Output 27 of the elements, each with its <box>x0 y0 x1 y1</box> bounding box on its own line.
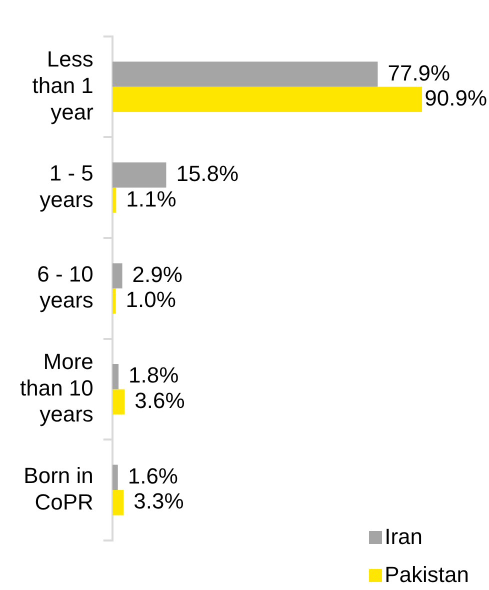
bar <box>112 263 122 288</box>
bar <box>112 288 116 314</box>
y-tick-label: More than 10 years <box>20 348 94 427</box>
data-label: 1.0% <box>126 287 176 312</box>
data-label: 2.9% <box>132 262 182 287</box>
bar <box>112 86 422 112</box>
data-label: 3.3% <box>134 488 184 514</box>
y-tick-label: 6 - 10 years <box>37 261 94 313</box>
data-label: 77.9% <box>388 60 450 86</box>
y-tick-label: 1 - 5 years <box>40 160 94 212</box>
y-tick-label: Less than 1 year <box>32 46 94 124</box>
data-label: 15.8% <box>176 161 239 186</box>
bar <box>112 464 118 490</box>
data-label: 90.9% <box>424 85 488 110</box>
bar <box>112 389 125 414</box>
bar <box>112 188 116 213</box>
data-label: 1.1% <box>126 186 176 212</box>
data-label: 3.6% <box>134 388 185 413</box>
bar <box>112 162 166 188</box>
bar <box>112 364 119 390</box>
data-label: 1.8% <box>128 362 179 388</box>
legend-label: Pakistan <box>384 562 469 588</box>
data-label: 1.6% <box>128 463 178 488</box>
bar <box>112 62 378 87</box>
y-tick-label: Born in CoPR <box>24 462 94 514</box>
legend-label: Iran <box>384 524 423 550</box>
bar <box>112 490 124 516</box>
